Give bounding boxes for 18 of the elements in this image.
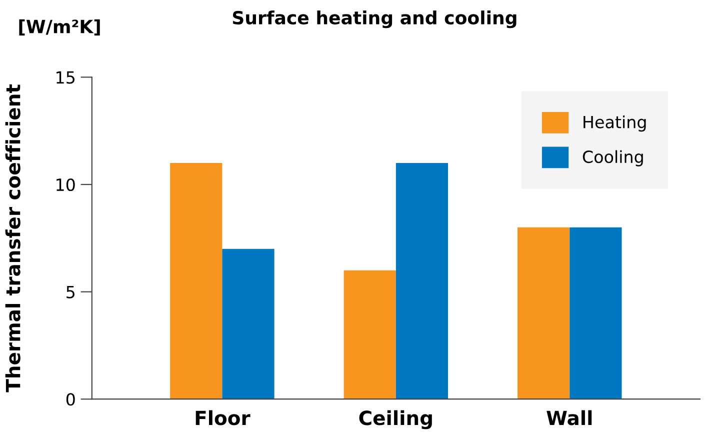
y-tick-label: 10 (56, 178, 75, 192)
y-tick-label: 0 (66, 393, 75, 406)
text: [W/m²K] (19, 19, 100, 36)
bar (222, 248, 274, 400)
bar (518, 227, 570, 400)
bar (170, 163, 222, 400)
y-tick-label: 15 (56, 71, 74, 84)
bar (396, 163, 448, 400)
y-axis-title: Thermal transfer coefficient (5, 84, 20, 392)
x-tick-label: Floor (196, 410, 250, 426)
chart-title: Surface heating and cooling (232, 10, 516, 28)
x-tick-label: Ceiling (359, 410, 432, 430)
x-tick-label: Wall (546, 410, 592, 426)
legend-label: Heating (584, 115, 646, 132)
legend-label: Cooling (582, 150, 643, 166)
bar (344, 270, 396, 400)
y-tick-label: 5 (66, 286, 74, 298)
bar (570, 227, 622, 400)
